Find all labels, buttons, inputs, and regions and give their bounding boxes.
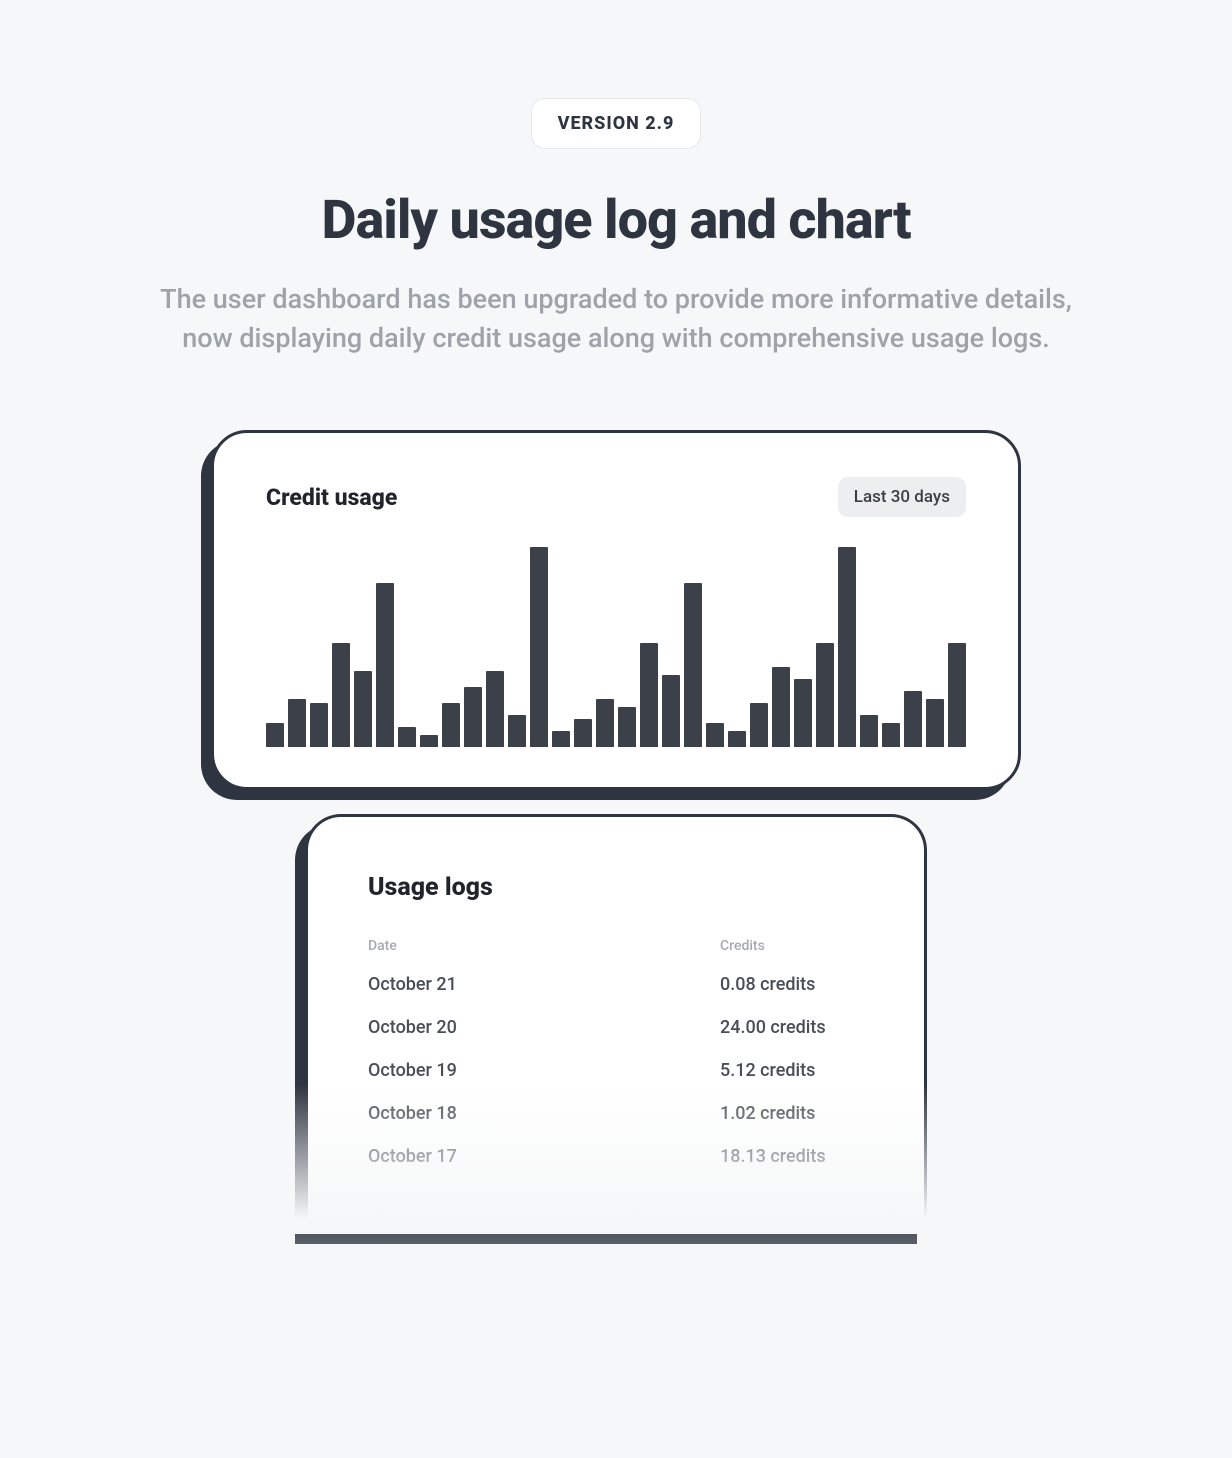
usage-bar [948, 643, 966, 747]
log-date: October 20 [368, 1017, 720, 1038]
log-date: October 21 [368, 974, 720, 995]
log-row: October 181.02 credits [368, 1103, 864, 1124]
usage-bar [662, 675, 680, 747]
usage-bar [904, 691, 922, 747]
usage-bar [640, 643, 658, 747]
usage-bar [728, 731, 746, 747]
usage-bar [354, 671, 372, 747]
log-credits: 1.02 credits [720, 1103, 864, 1124]
log-date: October 18 [368, 1103, 720, 1124]
period-label: Last 30 days [854, 487, 950, 507]
page-title: Daily usage log and chart [0, 189, 1232, 252]
usage-bar [794, 679, 812, 747]
usage-bar [596, 699, 614, 747]
usage-bar [464, 687, 482, 747]
usage-bar [926, 699, 944, 747]
usage-bar [860, 715, 878, 747]
usage-bar [772, 667, 790, 747]
credit-usage-title: Credit usage [266, 484, 397, 511]
usage-logs-rows: October 210.08 credits October 2024.00 cr… [368, 974, 864, 1167]
logs-col-header-credits: Credits [720, 938, 864, 954]
credit-usage-header: Credit usage Last 30 days [266, 477, 966, 517]
period-selector[interactable]: Last 30 days [838, 477, 966, 517]
credit-usage-card: Credit usage Last 30 days [211, 430, 1021, 790]
usage-bar [552, 731, 570, 747]
usage-logs-title: Usage logs [368, 873, 864, 902]
version-label: VERSION 2.9 [558, 113, 675, 134]
log-credits: 0.08 credits [720, 974, 864, 995]
release-note-page: VERSION 2.9 Daily usage log and chart Th… [0, 0, 1232, 1458]
log-credits: 24.00 credits [720, 1017, 864, 1038]
credit-usage-card-wrap: Credit usage Last 30 days [211, 430, 1021, 790]
usage-bar [310, 703, 328, 747]
usage-bar [684, 583, 702, 747]
usage-logs-header-row: Date Credits [368, 938, 864, 954]
usage-bar [420, 735, 438, 747]
log-date: October 17 [368, 1146, 720, 1167]
usage-bar [574, 719, 592, 747]
log-date: October 19 [368, 1060, 720, 1081]
usage-bar [266, 723, 284, 747]
usage-bar [486, 671, 504, 747]
usage-bar [442, 703, 460, 747]
log-row: October 2024.00 credits [368, 1017, 864, 1038]
log-row: October 195.12 credits [368, 1060, 864, 1081]
usage-bar [618, 707, 636, 747]
usage-bar [530, 547, 548, 747]
usage-logs-card-wrap: Usage logs Date Credits October 210.08 c… [305, 814, 927, 1234]
usage-bar [750, 703, 768, 747]
usage-bar [288, 699, 306, 747]
usage-bar [332, 643, 350, 747]
usage-bar [816, 643, 834, 747]
log-row: October 210.08 credits [368, 974, 864, 995]
log-credits: 18.13 credits [720, 1146, 864, 1167]
log-credits: 5.12 credits [720, 1060, 864, 1081]
usage-bar [706, 723, 724, 747]
usage-logs-card: Usage logs Date Credits October 210.08 c… [305, 814, 927, 1234]
log-row: October 1718.13 credits [368, 1146, 864, 1167]
usage-bar [398, 727, 416, 747]
page-subtitle: The user dashboard has been upgraded to … [136, 280, 1096, 358]
usage-bar [882, 723, 900, 747]
version-badge: VERSION 2.9 [531, 98, 702, 149]
usage-bar [508, 715, 526, 747]
usage-bar [838, 547, 856, 747]
logs-col-header-date: Date [368, 938, 720, 954]
credit-usage-bar-chart [266, 547, 966, 747]
usage-bar [376, 583, 394, 747]
